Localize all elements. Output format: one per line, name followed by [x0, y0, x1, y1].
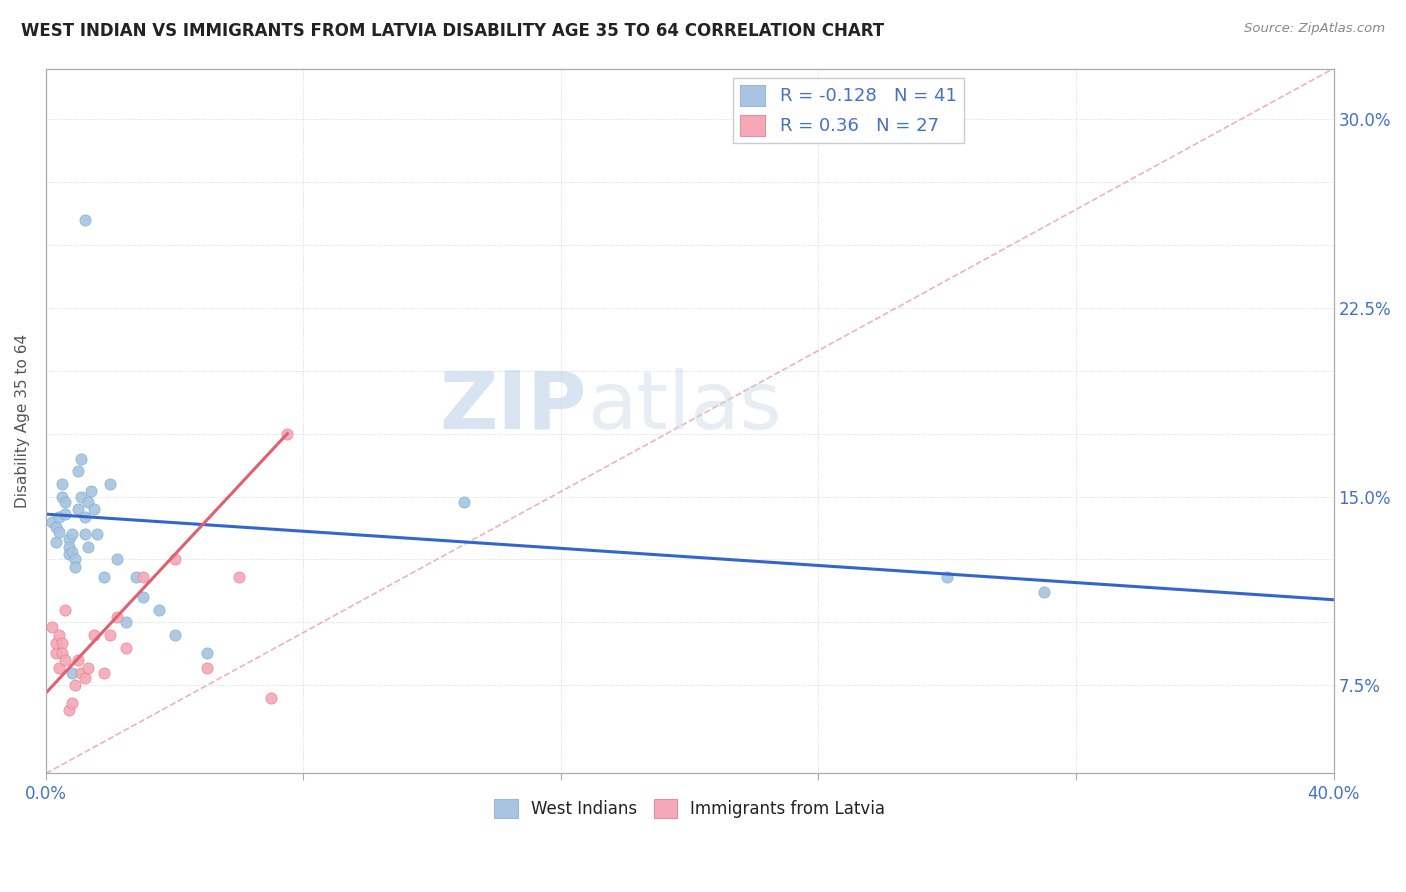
Point — [53, 507, 76, 521]
Point — [60, 545, 83, 559]
Point — [148, 603, 170, 617]
Point — [936, 570, 959, 584]
Point — [51, 477, 73, 491]
Point — [73, 527, 96, 541]
Text: Source: ZipAtlas.com: Source: ZipAtlas.com — [1244, 22, 1385, 36]
Point — [115, 615, 138, 630]
Point — [228, 570, 250, 584]
Point — [98, 477, 121, 491]
Point — [131, 570, 153, 584]
Point — [48, 628, 70, 642]
Point — [63, 678, 86, 692]
Point — [45, 646, 67, 660]
Point — [51, 646, 73, 660]
Point — [53, 494, 76, 508]
Point — [98, 628, 121, 642]
Point — [51, 490, 73, 504]
Point — [51, 635, 73, 649]
Point — [60, 527, 83, 541]
Point — [131, 591, 153, 605]
Point — [86, 527, 108, 541]
Point — [73, 509, 96, 524]
Point — [105, 610, 128, 624]
Point — [276, 426, 298, 441]
Text: WEST INDIAN VS IMMIGRANTS FROM LATVIA DISABILITY AGE 35 TO 64 CORRELATION CHART: WEST INDIAN VS IMMIGRANTS FROM LATVIA DI… — [21, 22, 884, 40]
Point — [73, 212, 96, 227]
Text: ZIP: ZIP — [440, 368, 586, 446]
Point — [41, 515, 63, 529]
Point — [76, 494, 98, 508]
Point — [45, 519, 67, 533]
Point — [105, 552, 128, 566]
Point — [73, 671, 96, 685]
Point — [80, 484, 103, 499]
Point — [83, 628, 105, 642]
Point — [163, 552, 186, 566]
Point — [76, 540, 98, 554]
Point — [125, 570, 148, 584]
Point — [195, 646, 218, 660]
Point — [195, 661, 218, 675]
Point — [115, 640, 138, 655]
Point — [60, 696, 83, 710]
Point — [70, 665, 93, 680]
Point — [260, 690, 283, 705]
Y-axis label: Disability Age 35 to 64: Disability Age 35 to 64 — [15, 334, 30, 508]
Point — [58, 548, 80, 562]
Point — [48, 661, 70, 675]
Point — [83, 502, 105, 516]
Point — [76, 661, 98, 675]
Point — [163, 628, 186, 642]
Point — [53, 653, 76, 667]
Point — [58, 704, 80, 718]
Point — [45, 534, 67, 549]
Point — [453, 494, 475, 508]
Point — [45, 635, 67, 649]
Point — [48, 524, 70, 539]
Point — [67, 653, 90, 667]
Point — [70, 451, 93, 466]
Point — [1032, 585, 1054, 599]
Point — [48, 509, 70, 524]
Point — [60, 665, 83, 680]
Point — [53, 603, 76, 617]
Point — [67, 464, 90, 478]
Point — [63, 560, 86, 574]
Text: atlas: atlas — [586, 368, 782, 446]
Point — [58, 533, 80, 547]
Point — [93, 665, 115, 680]
Point — [93, 570, 115, 584]
Point — [63, 552, 86, 566]
Point — [70, 490, 93, 504]
Point — [58, 540, 80, 554]
Point — [41, 620, 63, 634]
Legend: West Indians, Immigrants from Latvia: West Indians, Immigrants from Latvia — [488, 792, 891, 825]
Point — [67, 502, 90, 516]
